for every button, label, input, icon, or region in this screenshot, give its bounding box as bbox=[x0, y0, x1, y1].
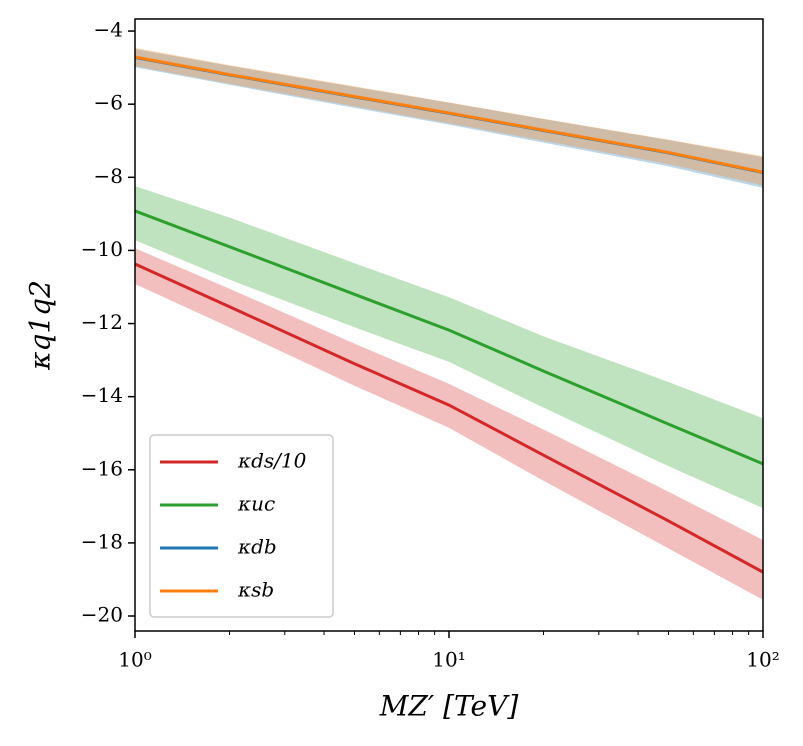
legend-label: κsb bbox=[237, 578, 274, 602]
y-tick-label: −14 bbox=[81, 383, 123, 407]
y-axis-label: κq1q2 bbox=[24, 280, 57, 371]
x-axis-label: MZ′ [TeV] bbox=[379, 690, 519, 723]
y-tick-label: −16 bbox=[81, 456, 123, 480]
y-tick-label: −6 bbox=[94, 91, 123, 115]
legend-label: κdb bbox=[237, 535, 277, 559]
y-tick-label: −8 bbox=[94, 164, 123, 188]
uncertainty-band bbox=[135, 186, 763, 509]
plot-area: −4 −6 −8 −10 −12 −14 −16 −18 −20 10⁰ 10¹ 10² κds/10 κ… bbox=[81, 18, 780, 672]
series-line bbox=[134, 262, 764, 574]
y-tick-label: −10 bbox=[81, 237, 123, 261]
uncertainty-band bbox=[135, 48, 763, 188]
legend-box bbox=[149, 434, 334, 618]
uncertainty-band bbox=[135, 47, 763, 186]
x-tick-label: 10¹ bbox=[432, 648, 465, 672]
y-tick-label: −4 bbox=[94, 18, 123, 42]
y-tick-label: −12 bbox=[81, 310, 123, 334]
x-tick-label: 10² bbox=[746, 648, 779, 672]
x-tick-label: 10⁰ bbox=[118, 648, 151, 672]
y-tick-label: −18 bbox=[81, 529, 123, 553]
legend-label: κuc bbox=[237, 492, 275, 516]
y-tick-label: −20 bbox=[81, 603, 123, 627]
series-line bbox=[134, 55, 764, 174]
series-line bbox=[134, 209, 764, 466]
plot-frame bbox=[134, 18, 764, 632]
legend-label: κds/10 bbox=[237, 449, 307, 473]
